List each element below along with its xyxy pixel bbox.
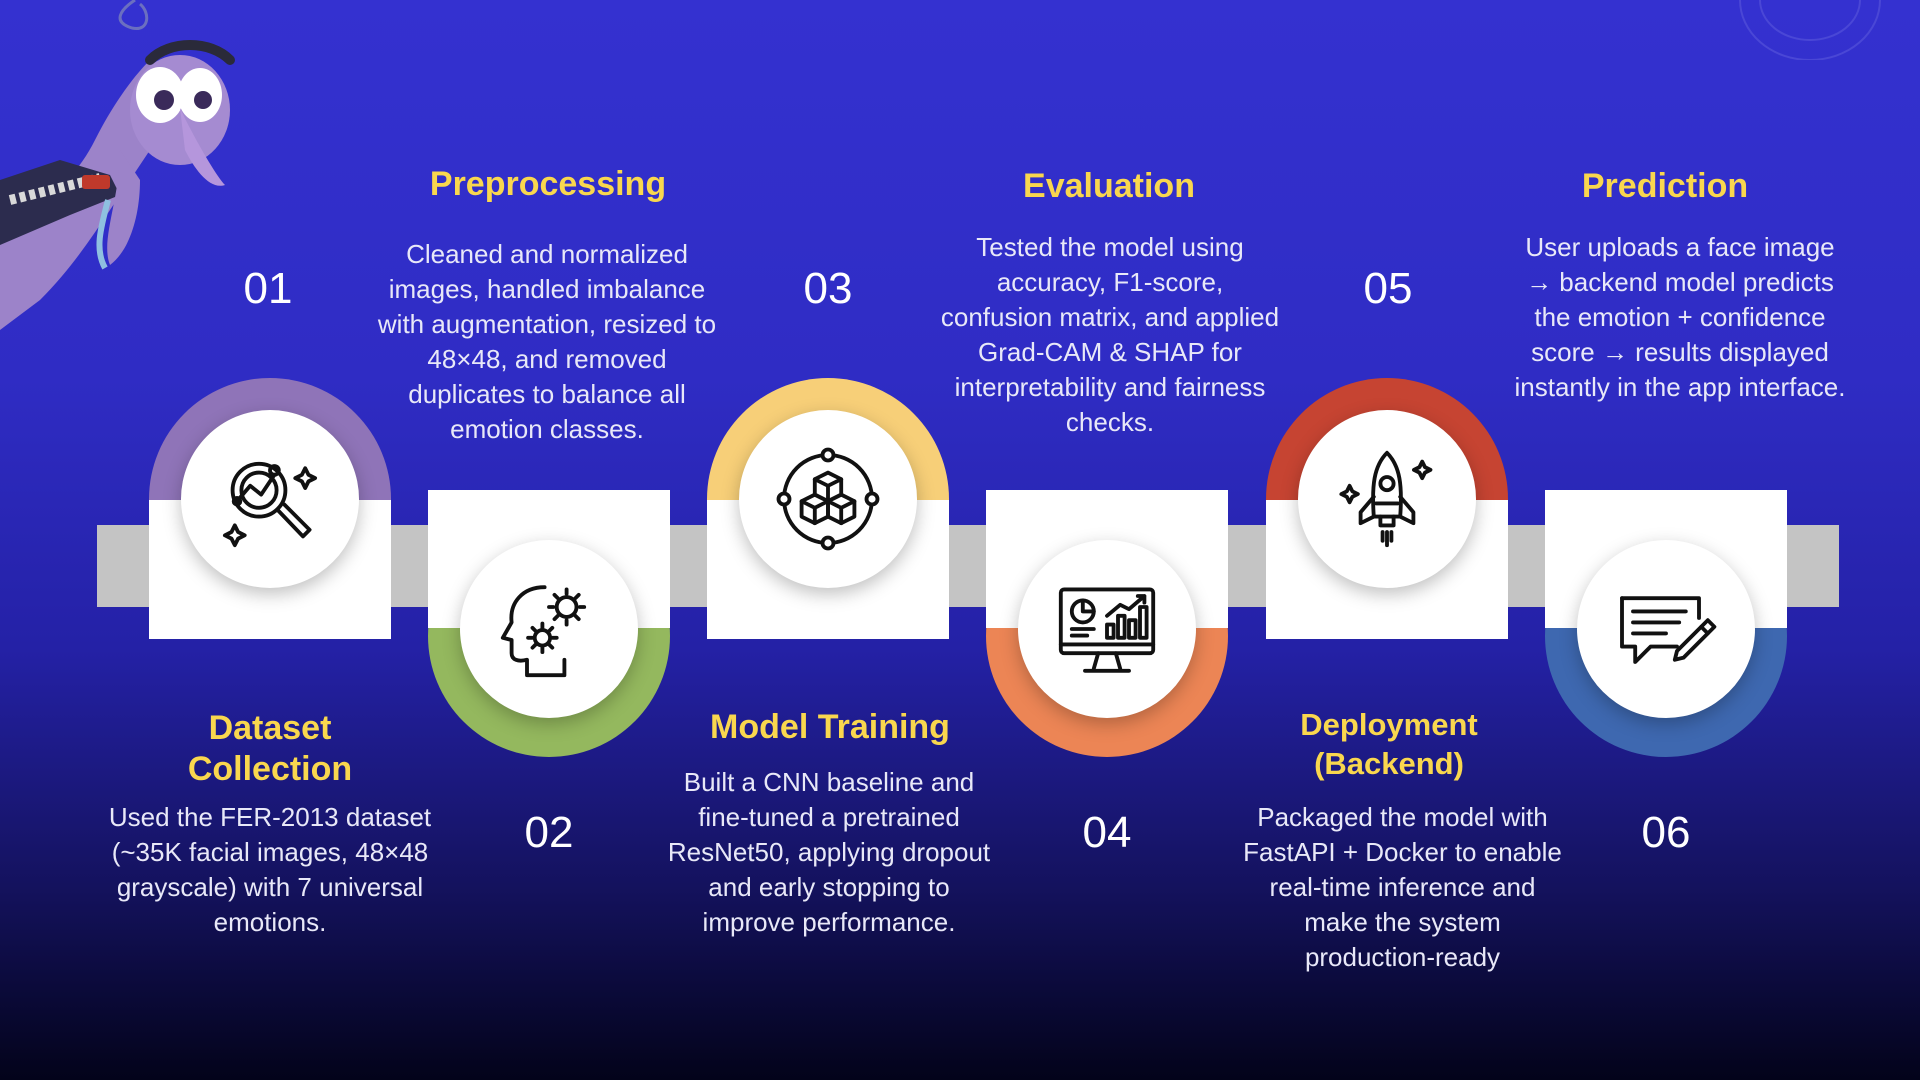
step-1-title-line-2: Collection	[187, 750, 353, 788]
step-5-icon-circle	[1298, 410, 1476, 588]
step-3-title: Model Training	[710, 708, 950, 746]
step-6-number: 06	[1641, 808, 1691, 857]
step-2-icon-circle	[460, 540, 638, 718]
step-1-title: Dataset Collection	[60, 708, 480, 790]
rocket-icon	[1339, 450, 1433, 548]
decorative-arcs	[1739, 0, 1881, 60]
step-4-title: Evaluation	[1023, 167, 1195, 205]
step-5-title: Deployment (Backend)	[1179, 705, 1599, 783]
step-2-title: Preprocessing	[429, 165, 667, 203]
step-1-description: Used the FER-2013 dataset (~35K facial i…	[108, 802, 432, 937]
cubes-network-icon	[776, 447, 880, 551]
step-2-number: 02	[524, 808, 574, 857]
head-gears-icon	[500, 585, 587, 678]
step-4-icon-circle	[1018, 540, 1196, 718]
step-1-number: 01	[243, 264, 293, 313]
step-4-number: 04	[1082, 808, 1132, 857]
step-2-description: Cleaned and normalized images, handled i…	[377, 239, 717, 444]
step-3-description: Built a CNN baseline and fine-tuned a pr…	[667, 767, 991, 937]
step-6-title: Prediction	[1581, 167, 1749, 205]
cartoon-character-illustration	[0, 0, 235, 330]
step-6-icon-circle	[1577, 540, 1755, 718]
step-5-description: Packaged the model with FastAPI + Docker…	[1243, 802, 1562, 972]
step-5-title-line-2: (Backend)	[1314, 746, 1464, 781]
step-5-title-line-1: Deployment	[1300, 707, 1478, 742]
step-3-number: 03	[803, 264, 853, 313]
step-3-icon-circle	[739, 410, 917, 588]
step-5-number: 05	[1363, 264, 1413, 313]
magnifier-chart-icon	[222, 461, 318, 548]
chat-edit-icon	[1620, 596, 1717, 664]
step-1-icon-circle	[181, 410, 359, 588]
monitor-analytics-icon	[1058, 587, 1156, 673]
step-4-description: Tested the model using accuracy, F1-scor…	[940, 232, 1280, 437]
step-6-description: User uploads a face image → backend mode…	[1514, 232, 1846, 402]
step-1-title-line-1: Dataset	[208, 709, 332, 747]
